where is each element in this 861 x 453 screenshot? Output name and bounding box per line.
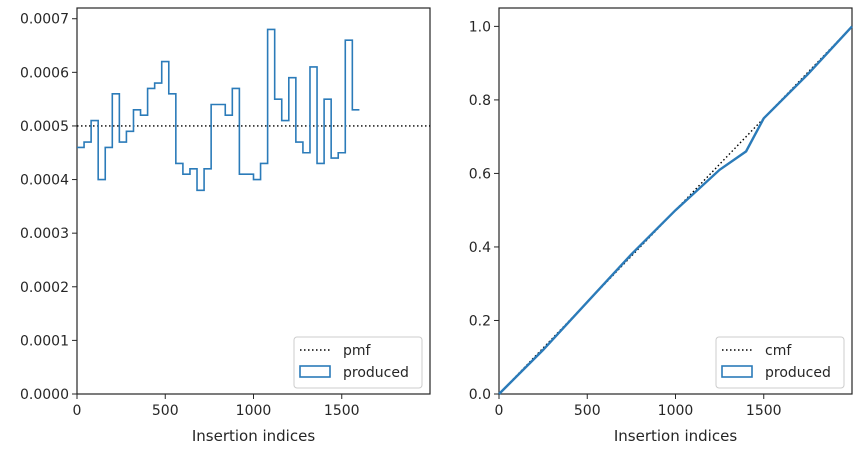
- chart-left-pmf: 0.0000 0.0001 0.0002 0.0003 0.0004 0.0005 0.00…: [20, 7, 431, 445]
- left-x-tick-label: 500: [152, 403, 179, 419]
- produced-step-line: [77, 28, 360, 192]
- produced-cumulative-line: [498, 25, 853, 395]
- right-y-tick-label: 0.0: [469, 387, 491, 403]
- left-legend-produced-swatch: [299, 365, 331, 378]
- left-x-tick-label: 1000: [236, 403, 272, 419]
- left-x-axis-label: Insertion indices: [192, 427, 315, 445]
- left-y-tick-label: 0.0007: [20, 12, 69, 28]
- left-y-axis: 0.0000 0.0001 0.0002 0.0003 0.0004 0.0005 0.00…: [20, 12, 77, 403]
- right-legend-produced-swatch: [721, 365, 753, 378]
- right-x-tick-label: 0: [495, 403, 504, 419]
- left-y-tick-label: 0.0001: [20, 333, 69, 349]
- left-x-axis: 0 500 1000 1500: [73, 394, 360, 419]
- right-legend-box: [715, 336, 845, 389]
- right-x-axis: 0 500 1000 1500: [495, 394, 782, 419]
- right-y-tick-label: 1.0: [469, 19, 491, 35]
- plot-area-right: [498, 7, 853, 395]
- left-x-tick-label: 0: [73, 403, 82, 419]
- right-y-tick-label: 0.4: [469, 240, 491, 256]
- left-legend-box: [293, 336, 423, 389]
- right-legend-produced-label: produced: [765, 365, 831, 381]
- left-y-tick-label: 0.0003: [20, 226, 69, 242]
- left-y-tick-label: 0.0004: [20, 173, 69, 189]
- right-x-tick-label: 500: [574, 403, 601, 419]
- right-x-axis-label: Insertion indices: [614, 427, 737, 445]
- right-x-tick-label: 1000: [658, 403, 694, 419]
- right-x-tick-label: 1500: [746, 403, 782, 419]
- left-legend-produced-label: produced: [343, 365, 409, 381]
- left-y-tick-label: 0.0000: [20, 387, 69, 403]
- plot-area-left: [76, 7, 431, 395]
- right-y-tick-label: 0.8: [469, 93, 491, 109]
- left-y-tick-label: 0.0002: [20, 280, 69, 296]
- chart-right-cmf: 0.0 0.2 0.4 0.6 0.8 1.0 0 500 1000 1500 Insertio…: [469, 7, 853, 445]
- right-y-axis: 0.0 0.2 0.4 0.6 0.8 1.0: [469, 19, 499, 403]
- left-y-tick-label: 0.0006: [20, 65, 69, 81]
- left-legend-pmf-label: pmf: [343, 343, 372, 359]
- left-x-tick-label: 1500: [324, 403, 360, 419]
- left-legend: pmf produced: [293, 336, 423, 389]
- right-y-tick-label: 0.2: [469, 313, 491, 329]
- left-y-tick-label: 0.0005: [20, 119, 69, 135]
- right-legend-cmf-label: cmf: [765, 343, 792, 359]
- right-legend: cmf produced: [715, 336, 845, 389]
- right-y-tick-label: 0.6: [469, 166, 491, 182]
